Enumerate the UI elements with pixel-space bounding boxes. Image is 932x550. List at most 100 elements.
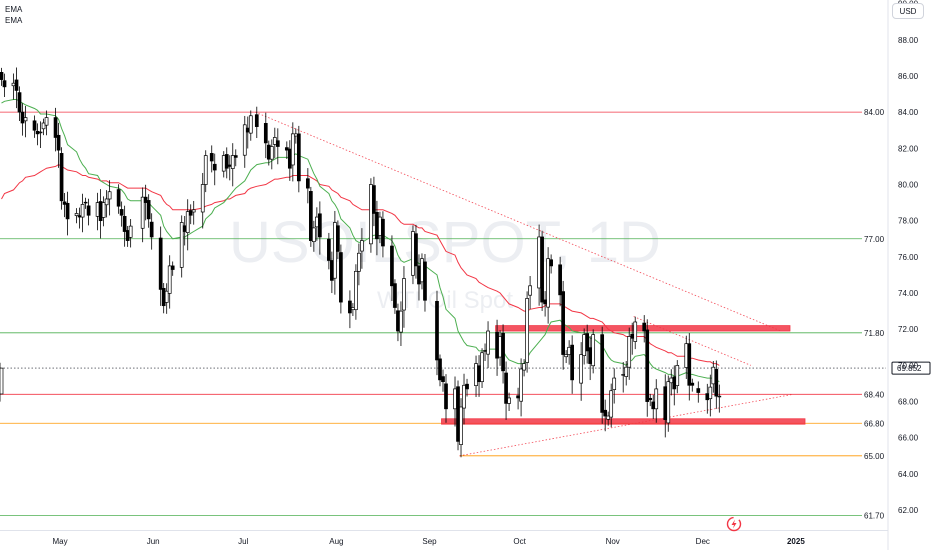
- candle[interactable]: [600, 326, 605, 424]
- candle[interactable]: [327, 232, 331, 270]
- candle[interactable]: [540, 230, 544, 311]
- candle[interactable]: [474, 355, 478, 398]
- candle[interactable]: [203, 150, 208, 193]
- candle[interactable]: [290, 122, 295, 182]
- candle[interactable]: [182, 215, 187, 246]
- candle[interactable]: [209, 145, 214, 173]
- candle[interactable]: [537, 224, 541, 306]
- candle[interactable]: [53, 107, 58, 152]
- candle[interactable]: [666, 375, 671, 432]
- candle[interactable]: [62, 193, 67, 218]
- candle[interactable]: [35, 123, 40, 146]
- candle[interactable]: [435, 290, 439, 376]
- candle[interactable]: [672, 365, 677, 406]
- candle[interactable]: [275, 128, 280, 165]
- tradingview-logo-icon[interactable]: [726, 516, 742, 532]
- candle[interactable]: [663, 374, 668, 438]
- candle[interactable]: [149, 213, 154, 250]
- candle[interactable]: [642, 315, 647, 343]
- candle[interactable]: [624, 360, 629, 386]
- candle[interactable]: [714, 360, 719, 409]
- candle[interactable]: [486, 321, 490, 369]
- ema-slow-line[interactable]: [1, 164, 720, 366]
- candle[interactable]: [498, 330, 502, 366]
- candle[interactable]: [591, 329, 596, 374]
- candle[interactable]: [44, 110, 49, 136]
- candle[interactable]: [296, 125, 301, 193]
- candle[interactable]: [543, 291, 547, 317]
- candle[interactable]: [284, 141, 289, 159]
- candle[interactable]: [0, 67, 4, 86]
- candle[interactable]: [705, 383, 710, 414]
- candle[interactable]: [507, 392, 511, 411]
- candle[interactable]: [558, 256, 562, 307]
- candle[interactable]: [119, 201, 124, 227]
- candle[interactable]: [339, 244, 343, 314]
- candle[interactable]: [336, 220, 340, 260]
- candle[interactable]: [603, 399, 608, 432]
- candle[interactable]: [381, 211, 385, 258]
- candle[interactable]: [98, 189, 103, 239]
- candle[interactable]: [609, 383, 614, 428]
- candle[interactable]: [372, 176, 376, 227]
- candle[interactable]: [402, 266, 406, 328]
- candle[interactable]: [651, 394, 656, 419]
- trendline[interactable]: [633, 316, 752, 366]
- candle[interactable]: [65, 191, 70, 236]
- candle[interactable]: [167, 255, 172, 309]
- candle[interactable]: [59, 147, 64, 210]
- candle[interactable]: [227, 155, 232, 181]
- candle[interactable]: [293, 128, 298, 144]
- candle[interactable]: [221, 151, 226, 178]
- candle[interactable]: [654, 379, 659, 423]
- candle[interactable]: [669, 369, 674, 396]
- candle[interactable]: [561, 280, 565, 370]
- candle[interactable]: [570, 335, 574, 394]
- candle[interactable]: [308, 186, 313, 247]
- candle[interactable]: [465, 378, 469, 397]
- candle[interactable]: [711, 360, 716, 393]
- candle[interactable]: [23, 106, 28, 138]
- candle[interactable]: [684, 335, 689, 379]
- candle[interactable]: [287, 140, 292, 181]
- candle[interactable]: [438, 354, 442, 387]
- candle[interactable]: [38, 121, 43, 148]
- candle[interactable]: [525, 291, 529, 373]
- candle[interactable]: [621, 362, 626, 393]
- trendline[interactable]: [255, 111, 782, 332]
- candle[interactable]: [579, 342, 584, 401]
- candle[interactable]: [318, 201, 322, 255]
- candle[interactable]: [567, 340, 571, 365]
- candle[interactable]: [519, 358, 523, 417]
- candle[interactable]: [41, 118, 46, 136]
- candle[interactable]: [248, 110, 253, 141]
- candle[interactable]: [333, 210, 337, 295]
- candle[interactable]: [125, 226, 130, 247]
- candle[interactable]: [191, 200, 196, 225]
- candle[interactable]: [107, 180, 112, 216]
- candle[interactable]: [143, 184, 148, 221]
- candle[interactable]: [423, 253, 427, 312]
- candle[interactable]: [420, 253, 424, 290]
- candle[interactable]: [269, 139, 274, 170]
- candle[interactable]: [200, 172, 205, 229]
- candle[interactable]: [140, 187, 145, 243]
- candle[interactable]: [480, 348, 484, 389]
- candle[interactable]: [687, 333, 692, 401]
- candle[interactable]: [444, 374, 448, 423]
- candle[interactable]: [77, 207, 82, 229]
- candle[interactable]: [606, 411, 611, 426]
- candle[interactable]: [369, 178, 373, 253]
- candle[interactable]: [612, 368, 617, 404]
- candle[interactable]: [0, 362, 4, 402]
- candle[interactable]: [242, 115, 247, 168]
- candle[interactable]: [95, 192, 100, 231]
- candle[interactable]: [483, 343, 487, 362]
- candle[interactable]: [116, 184, 121, 214]
- candle[interactable]: [56, 122, 61, 168]
- candle[interactable]: [224, 147, 229, 179]
- candle[interactable]: [188, 204, 193, 225]
- candle[interactable]: [546, 247, 550, 324]
- candle[interactable]: [585, 324, 590, 364]
